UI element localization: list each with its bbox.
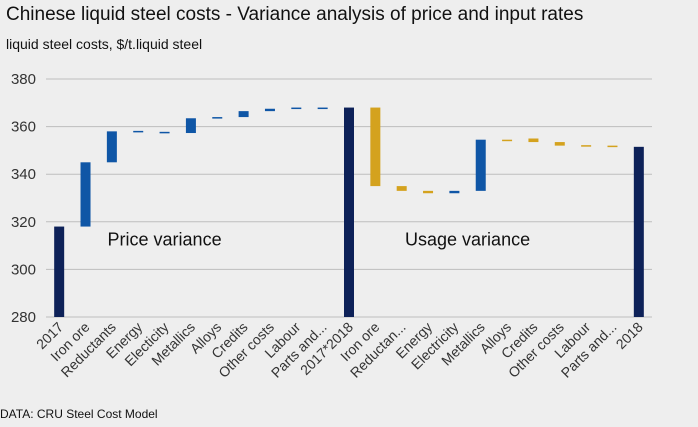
bar-usage [370, 107, 381, 187]
y-tick-label: 280 [11, 309, 36, 326]
bar-price [317, 107, 328, 110]
bar-usage [502, 139, 513, 142]
y-tick-label: 360 [11, 119, 36, 136]
x-tick-label: 2018 [613, 319, 646, 352]
bar-total [344, 107, 354, 317]
y-tick-label: 340 [11, 166, 36, 183]
bar-usage [423, 190, 434, 194]
bar-usage [528, 138, 539, 143]
bar-total [633, 146, 644, 317]
source-note: DATA: CRU Steel Cost Model [0, 407, 158, 421]
bar-price [106, 131, 117, 163]
y-tick-label: 300 [11, 261, 36, 278]
bar-total [54, 226, 65, 317]
bar-usage [607, 145, 618, 148]
chart-title: Chinese liquid steel costs - Variance an… [6, 4, 584, 25]
bar-price [212, 117, 223, 119]
bar-price [264, 108, 275, 112]
bar-price [185, 118, 196, 134]
bar-usage [396, 186, 407, 191]
bar-price [449, 190, 460, 194]
bar-price [475, 139, 486, 191]
y-tick-label: 320 [11, 214, 36, 231]
bar-usage [554, 142, 565, 146]
bar-price [238, 111, 249, 118]
bar-price [80, 162, 91, 227]
annotation-label: Price variance [108, 230, 222, 250]
chart-subtitle: liquid steel costs, $/t.liquid steel [6, 36, 203, 52]
bar-price [159, 131, 170, 134]
bar-price [291, 107, 302, 110]
bar-usage [581, 145, 592, 147]
y-tick-label: 380 [11, 71, 36, 88]
bar-price [133, 130, 144, 133]
annotation-label: Usage variance [405, 230, 530, 250]
